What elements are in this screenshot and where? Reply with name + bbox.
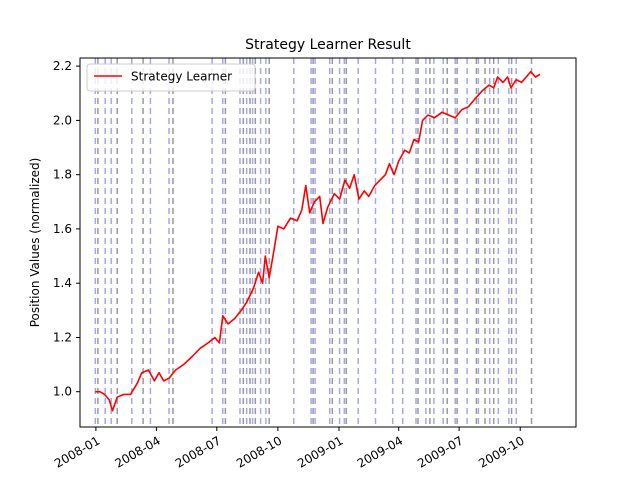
legend-label: Strategy Learner [131, 70, 232, 84]
y-tick-label: 1.4 [53, 276, 72, 290]
legend: Strategy Learner [86, 63, 256, 92]
plot-area [80, 58, 576, 427]
series-line [95, 70, 541, 412]
y-tick-label: 1.2 [53, 331, 72, 345]
trade-markers [94, 58, 533, 427]
y-tick-label: 1.6 [53, 222, 72, 236]
y-axis: 1.0 1.2 1.4 1.6 1.8 2.0 2.2 [53, 59, 80, 399]
chart-title: Strategy Learner Result [245, 37, 411, 53]
y-tick-label: 1.0 [53, 385, 72, 399]
y-tick-label: 2.2 [53, 59, 72, 73]
y-axis-label: Position Values (normalized) [28, 158, 42, 328]
y-tick-label: 2.0 [53, 113, 72, 127]
series-layer [95, 70, 541, 412]
y-tick-label: 1.8 [53, 168, 72, 182]
plot-frame [79, 57, 577, 428]
legend-box [86, 63, 256, 92]
